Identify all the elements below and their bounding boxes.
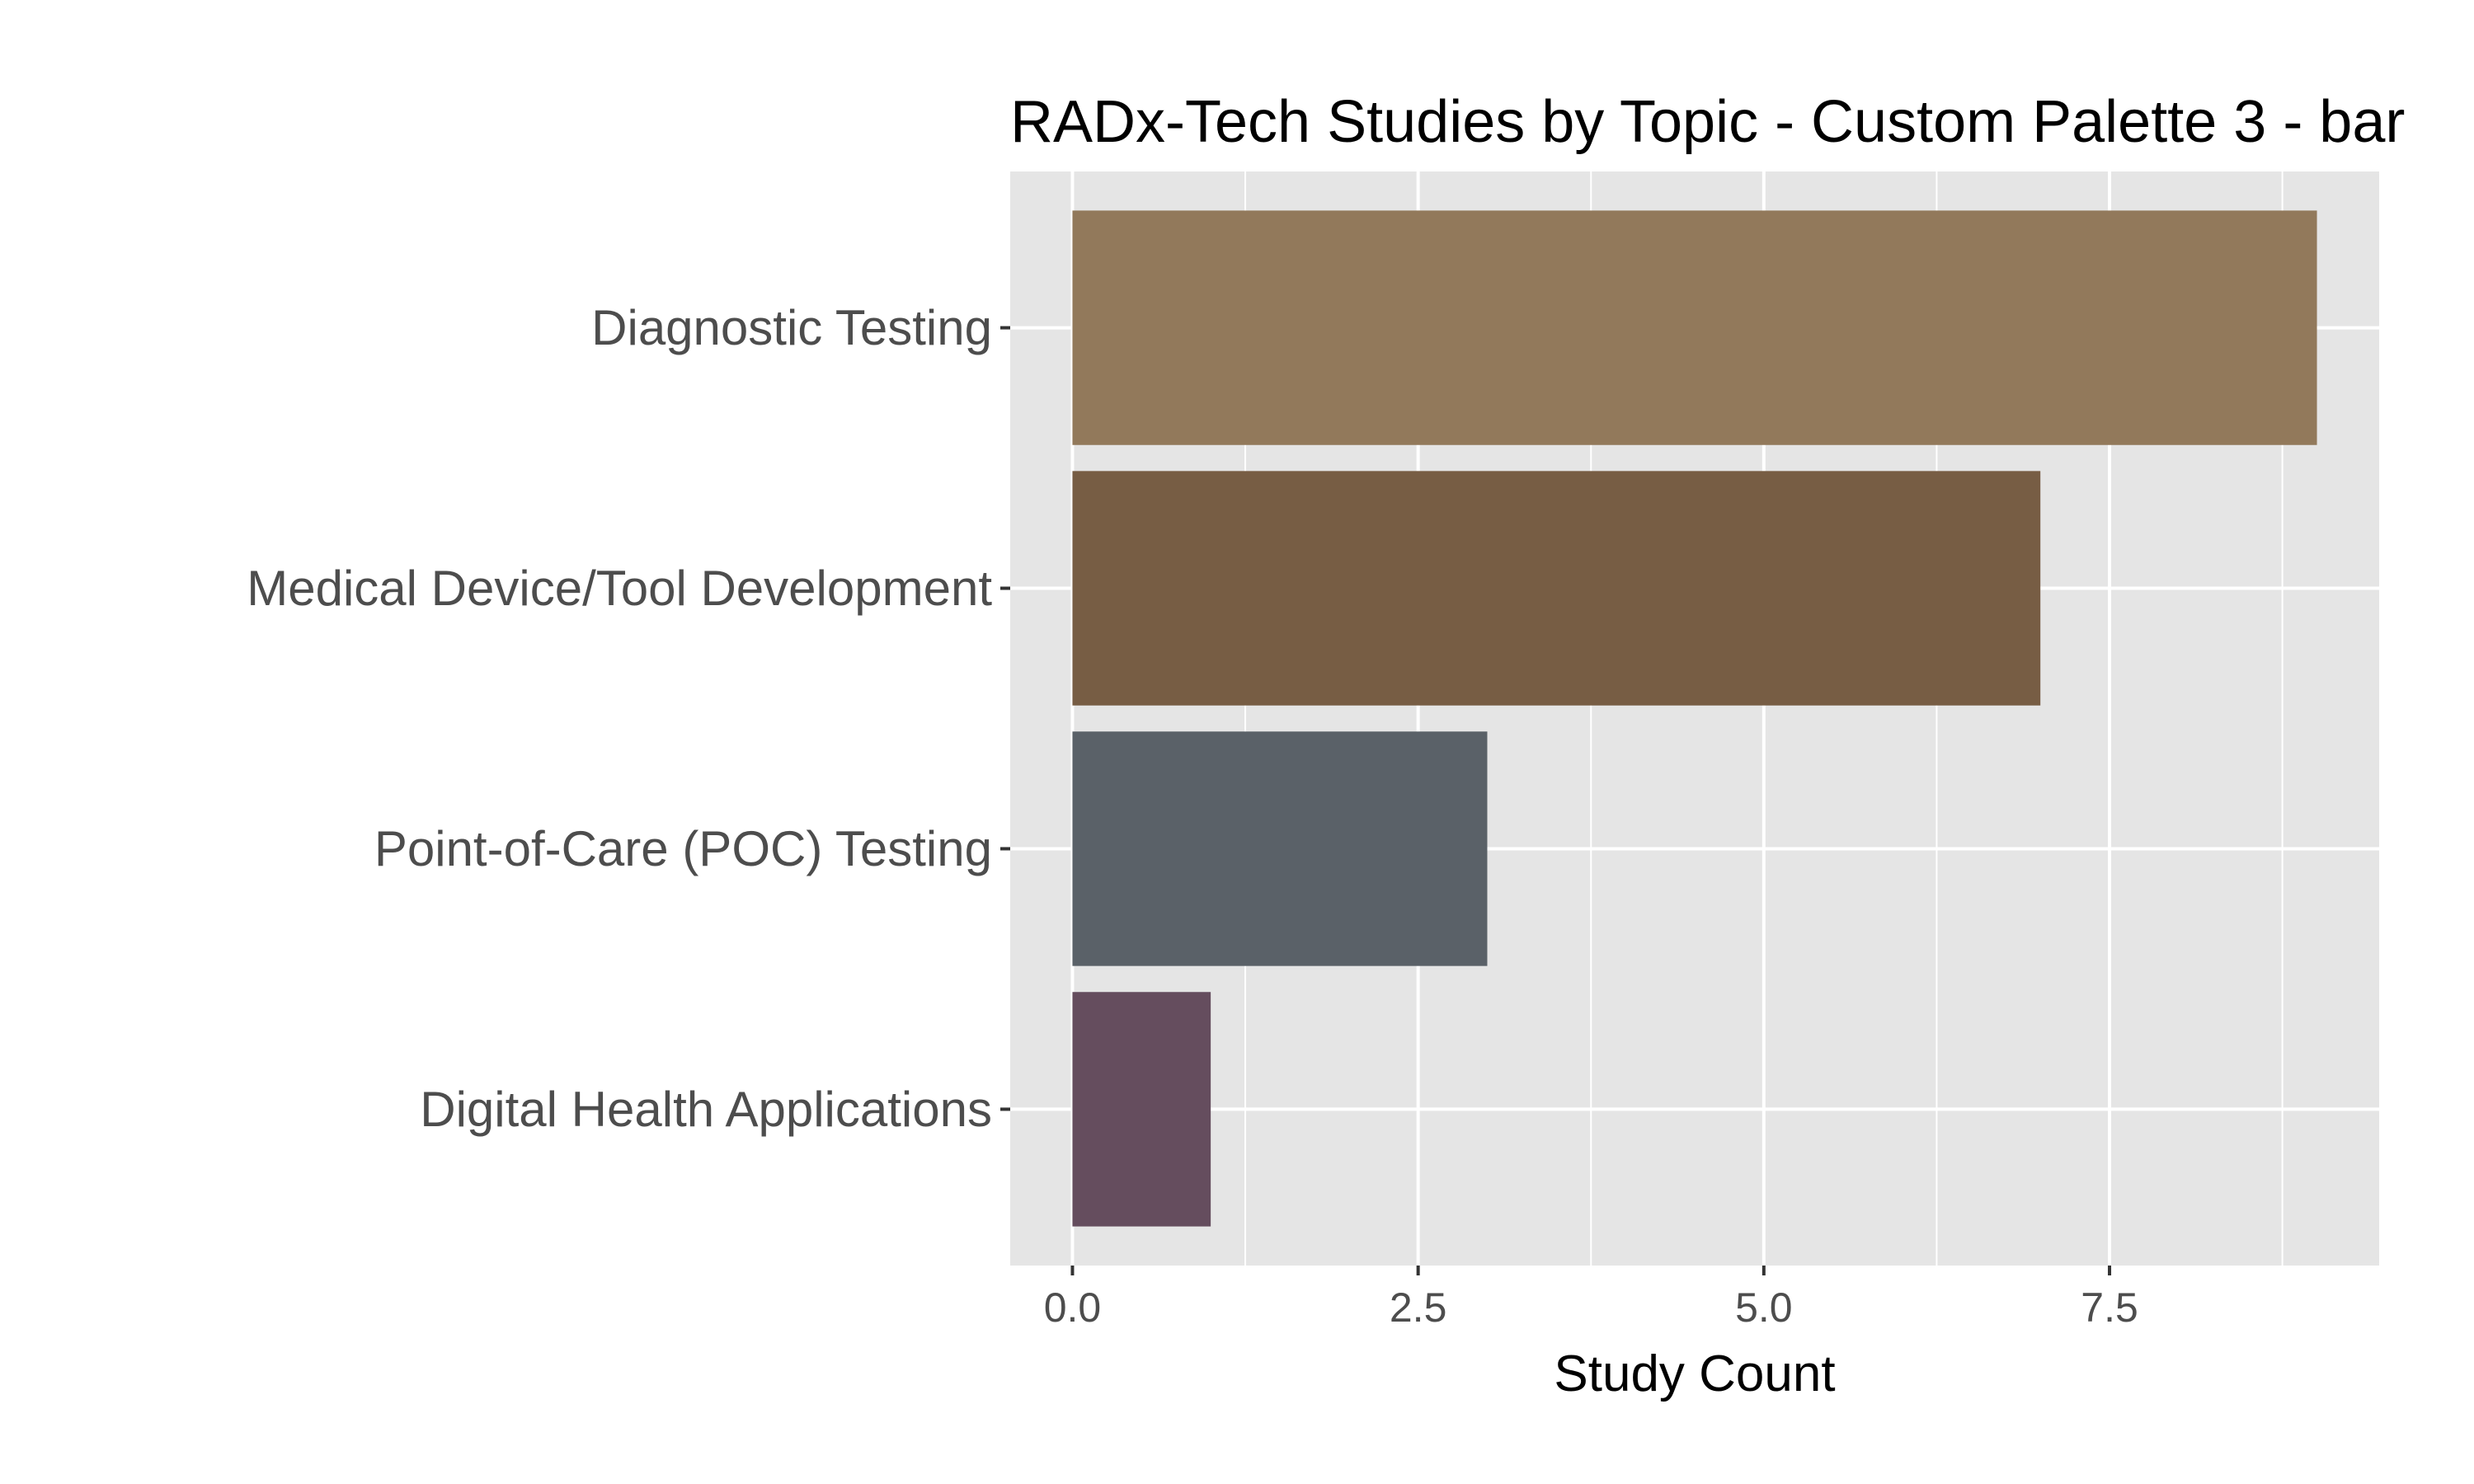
bar [1072, 210, 2317, 445]
x-tick-label: 0.0 [1044, 1284, 1102, 1331]
y-tick-label: Medical Device/Tool Development [247, 561, 992, 616]
x-tick-label: 7.5 [2081, 1284, 2138, 1331]
y-tick-label: Point-of-Care (POC) Testing [374, 821, 992, 876]
y-tick-label: Diagnostic Testing [591, 300, 992, 355]
x-tick-label: 5.0 [1735, 1284, 1793, 1331]
bar [1072, 471, 2041, 706]
bars [1072, 210, 2317, 1227]
bar [1072, 992, 1211, 1227]
y-tick-label: Digital Health Applications [420, 1082, 992, 1137]
y-axis: Diagnostic Testing Medical Device/Tool De… [247, 300, 1010, 1137]
x-tick-label: 2.5 [1390, 1284, 1447, 1331]
chart-title: RADx-Tech Studies by Topic - Custom Pale… [1010, 89, 2405, 155]
x-axis: 0.0 2.5 5.0 7.5 [1044, 1266, 2138, 1331]
x-axis-title: Study Count [1554, 1345, 1835, 1402]
bar [1072, 731, 1488, 966]
